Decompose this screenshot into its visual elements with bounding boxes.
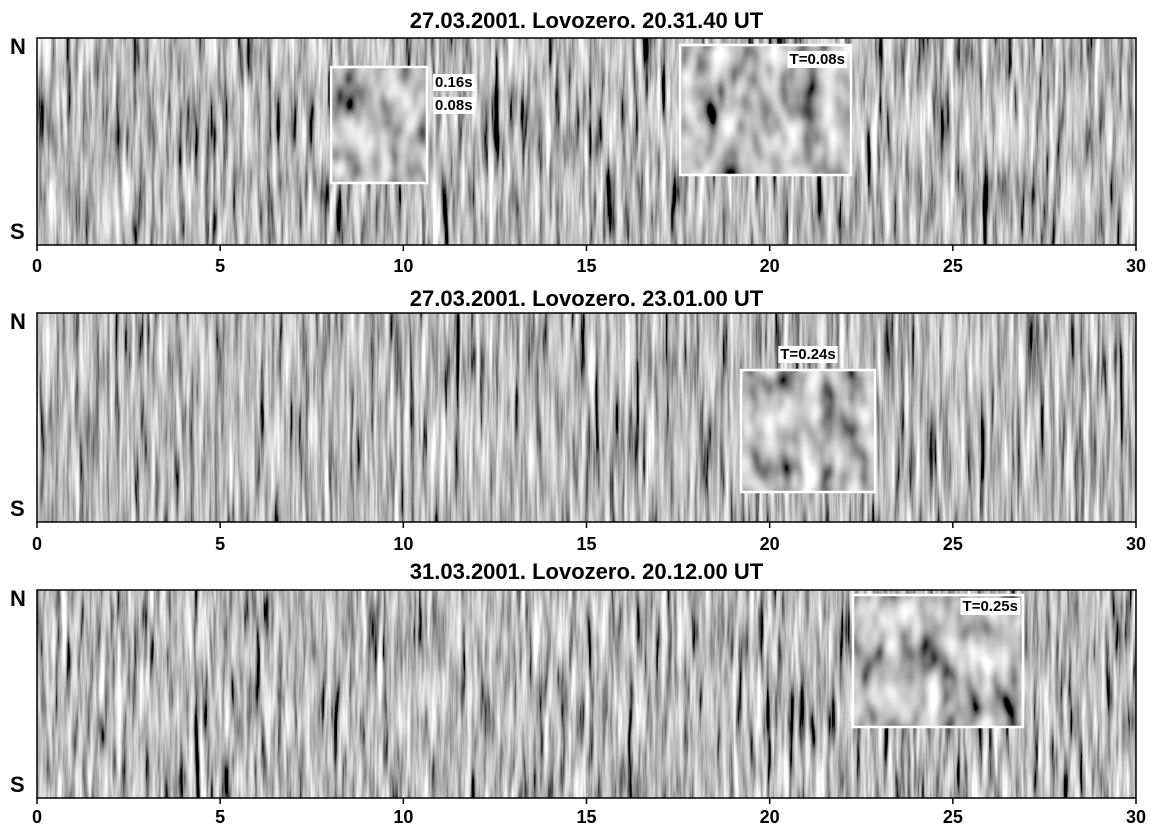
keogram-image xyxy=(37,38,1136,245)
north-label: N xyxy=(10,34,26,59)
x-tick-label: 5 xyxy=(215,256,225,276)
north-label: N xyxy=(10,309,26,334)
inset-image xyxy=(853,595,1023,727)
inset-label: 0.16s xyxy=(435,74,473,91)
x-tick-label: 15 xyxy=(576,256,596,276)
inset-frame xyxy=(678,43,853,177)
x-tick-label: 30 xyxy=(1126,807,1146,827)
panel-title: 27.03.2001. Lovozero. 23.01.00 UT xyxy=(410,286,764,311)
north-label: N xyxy=(10,586,26,611)
x-tick-label: 0 xyxy=(32,807,42,827)
south-label: S xyxy=(10,772,25,797)
x-tick-label: 5 xyxy=(215,534,225,554)
x-tick-label: 10 xyxy=(393,807,413,827)
x-tick-label: 30 xyxy=(1126,534,1146,554)
x-tick-label: 20 xyxy=(760,807,780,827)
inset-label: 0.08s xyxy=(435,97,473,114)
south-label: S xyxy=(10,496,25,521)
inset-label: T=0.25s xyxy=(963,598,1018,615)
inset-frame xyxy=(851,593,1025,729)
inset-image xyxy=(741,370,875,492)
x-tick-label: 0 xyxy=(32,534,42,554)
panel-title: 31.03.2001. Lovozero. 20.12.00 UT xyxy=(410,559,764,584)
x-tick-label: 30 xyxy=(1126,256,1146,276)
inset-label-box xyxy=(960,597,1020,615)
x-tick-label: 25 xyxy=(943,256,963,276)
x-tick-label: 20 xyxy=(760,256,780,276)
x-tick-label: 25 xyxy=(943,534,963,554)
x-tick-label: 10 xyxy=(393,534,413,554)
panel-title: 27.03.2001. Lovozero. 20.31.40 UT xyxy=(410,8,764,33)
x-tick-label: 25 xyxy=(943,807,963,827)
x-tick-label: 20 xyxy=(760,534,780,554)
south-label: S xyxy=(10,219,25,244)
inset-label-box xyxy=(787,50,847,68)
x-tick-label: 15 xyxy=(576,807,596,827)
inset-frame xyxy=(739,368,877,494)
inset-label: T=0.24s xyxy=(780,346,835,363)
x-tick-label: 5 xyxy=(215,807,225,827)
inset-label: T=0.08s xyxy=(790,51,845,68)
inset-frame xyxy=(329,65,429,185)
inset-label-box xyxy=(433,96,475,114)
x-tick-label: 15 xyxy=(576,534,596,554)
inset-label-box xyxy=(778,345,838,363)
x-tick-label: 0 xyxy=(32,256,42,276)
inset-image xyxy=(331,67,427,183)
keogram-image xyxy=(37,313,1136,522)
x-tick-label: 10 xyxy=(393,256,413,276)
inset-label-box xyxy=(433,73,475,91)
